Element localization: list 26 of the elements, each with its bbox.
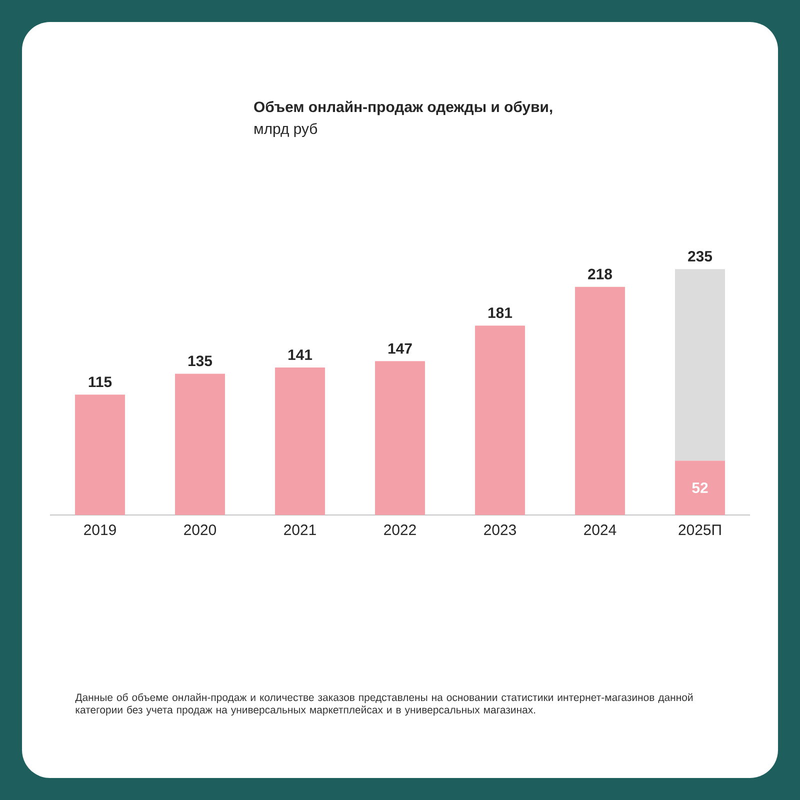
bar [75,394,125,515]
bar [475,326,526,515]
bar [175,374,226,515]
data-label: 115 [88,376,112,388]
data-label: 147 [388,343,412,354]
bar [375,361,426,515]
data-label: 141 [288,350,312,360]
x-tick-label: 2024 [584,524,616,536]
data-label: 218 [588,268,612,280]
data-label: 52 [692,482,708,494]
bar [675,269,726,461]
text: Данные об объеме онлайн-продаж и количестве заказов представлены на основании статистики интернет-магазинов данной категории без учета продаж на универсальных маркетплейсах и в универсальных магазинах. [75,693,693,716]
bar [575,286,626,515]
total-label: 235 [688,250,712,262]
data-label: 181 [488,307,512,318]
chart-title: Объем онлайн-продаж одежды и обуви, [254,100,552,116]
x-tick-label: 2021 [284,524,316,536]
x-tick-label: 2025П [678,524,721,536]
bar [275,367,326,515]
chart-subtitle: млрд руб [254,122,318,138]
x-tick-label: 2023 [484,524,516,536]
x-tick-label: 2019 [84,524,116,536]
bar [675,460,726,515]
x-tick-label: 2022 [384,524,416,536]
data-label: 135 [188,356,212,366]
x-tick-label: 2020 [184,524,216,536]
